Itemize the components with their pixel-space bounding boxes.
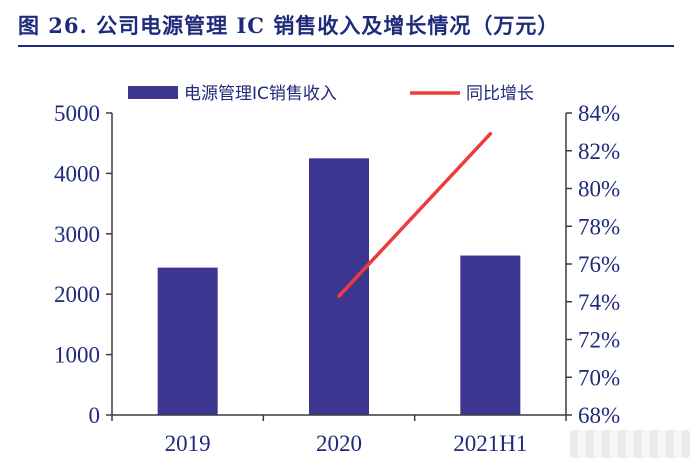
left-tick-label: 1000 [54, 343, 100, 368]
legend-swatch-bar [128, 86, 178, 99]
chart-legend: 电源管理IC销售收入 同比增长 [128, 84, 534, 104]
right-tick-label: 78% [578, 214, 620, 239]
growth-line-series [337, 132, 493, 298]
bar-2019 [157, 267, 218, 415]
left-tick-label: 0 [89, 403, 101, 428]
right-tick-label: 68% [578, 403, 620, 428]
figure-title: 图 26. 公司电源管理 IC 销售收入及增长情况（万元） [18, 13, 560, 38]
left-tick-label: 2000 [54, 282, 100, 307]
right-tick-label: 82% [578, 139, 620, 164]
growth-point [337, 294, 341, 298]
bar-2021H1 [460, 255, 521, 415]
growth-line [337, 132, 493, 298]
axes: 0 1000 2000 3000 4000 5000 68% 70% 72% 74% 76% 78% 8… [54, 101, 620, 456]
left-tick-label: 4000 [54, 161, 100, 186]
left-tick-label: 3000 [54, 222, 100, 247]
x-tick-label: 2019 [165, 431, 211, 456]
right-tick-label: 70% [578, 365, 620, 390]
title-divider [18, 45, 674, 47]
right-tick-label: 84% [578, 101, 620, 126]
bar-2020 [309, 158, 369, 416]
growth-point [489, 132, 492, 135]
legend-label-bar: 电源管理IC销售收入 [184, 84, 337, 104]
x-tick-label: 2020 [316, 431, 362, 456]
x-tick-label: 2021H1 [453, 431, 527, 456]
left-tick-label: 5000 [54, 101, 100, 126]
right-tick-label: 76% [578, 252, 620, 277]
right-tick-label: 72% [578, 328, 620, 353]
right-tick-label: 80% [578, 177, 620, 202]
legend-label-line: 同比增长 [466, 84, 534, 104]
bar-series [157, 158, 521, 416]
right-tick-label: 74% [578, 290, 620, 315]
watermark [570, 430, 690, 458]
